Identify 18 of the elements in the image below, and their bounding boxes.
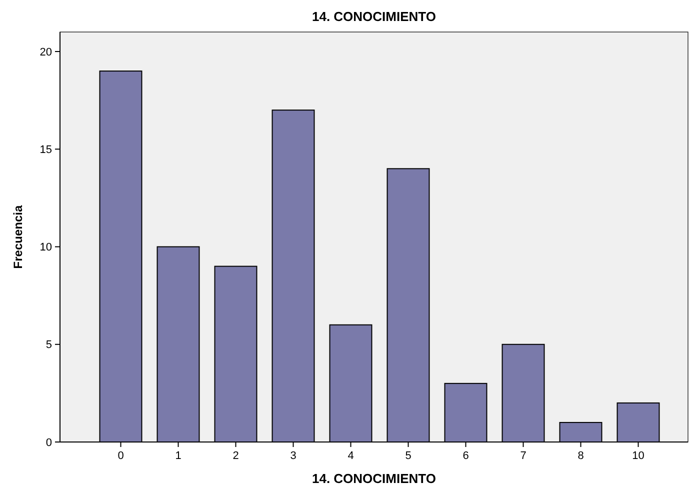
x-tick-label: 10	[632, 450, 644, 462]
x-tick-label: 7	[520, 450, 526, 462]
y-tick-label: 10	[40, 242, 52, 254]
y-tick-label: 0	[46, 436, 52, 449]
x-tick-label: 8	[578, 450, 584, 462]
x-tick-label: 5	[405, 450, 412, 462]
y-tick-label: 20	[40, 46, 52, 58]
x-tick-label: 1	[175, 450, 182, 462]
y-axis-title: Frecuencia	[11, 205, 25, 269]
x-tick-label: 4	[348, 450, 354, 462]
x-axis-title: 14. CONOCIMIENTO	[312, 471, 436, 486]
x-tick-label: 2	[232, 450, 239, 462]
y-tick-label: 15	[40, 144, 52, 156]
chart-title: 14. CONOCIMIENTO	[312, 9, 436, 24]
x-tick-label: 0	[118, 450, 124, 462]
x-tick-label: 6	[462, 450, 469, 462]
y-tick-label: 5	[46, 339, 52, 352]
x-tick-label: 3	[290, 450, 296, 462]
